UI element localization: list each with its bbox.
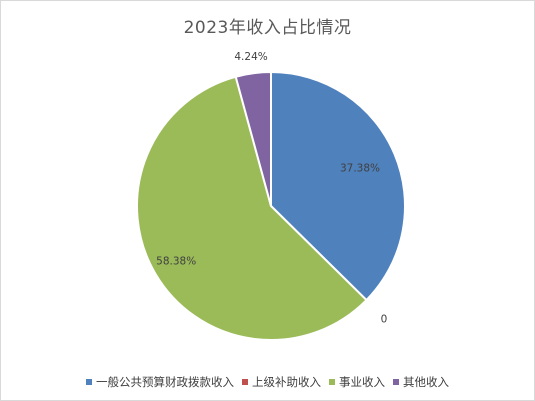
legend-swatch — [393, 379, 399, 385]
legend-item-2: 上级补助收入 — [242, 374, 321, 390]
legend-item-1: 一般公共预算财政拨款收入 — [86, 374, 234, 390]
legend-label: 其他收入 — [403, 375, 449, 389]
data-label-1: 37.38% — [340, 163, 380, 175]
data-label-2: 0 — [381, 313, 388, 325]
pie-slice-1 — [270, 70, 406, 302]
legend-label: 上级补助收入 — [252, 375, 321, 389]
data-label-4: 4.24% — [234, 51, 267, 63]
pie-slice-4 — [234, 70, 272, 207]
legend-item-4: 其他收入 — [393, 374, 449, 390]
legend-swatch — [329, 379, 335, 385]
legend-label: 一般公共预算财政拨款收入 — [96, 375, 234, 389]
chart-title: 2023年收入占比情况 — [183, 18, 352, 38]
pie-slice-3 — [136, 75, 368, 341]
legend-swatch — [242, 379, 248, 385]
legend-swatch — [86, 379, 92, 385]
data-label-3: 58.38% — [156, 256, 196, 268]
legend-item-3: 事业收入 — [329, 374, 385, 390]
chart-legend: 一般公共预算财政拨款收入 上级补助收入 事业收入 其他收入 — [1, 374, 534, 390]
legend-label: 事业收入 — [339, 375, 385, 389]
